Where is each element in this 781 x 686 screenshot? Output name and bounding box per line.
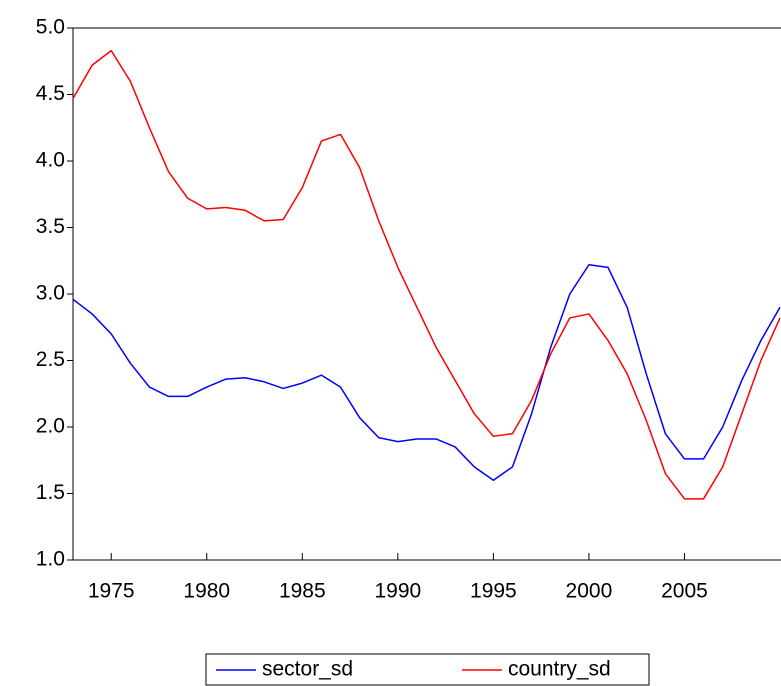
legend-label: country_sd — [508, 658, 611, 681]
y-tick-label: 3.5 — [36, 215, 65, 238]
x-tick-label: 1995 — [470, 580, 517, 603]
y-tick-label: 4.0 — [36, 149, 65, 172]
x-tick-label: 1975 — [88, 580, 135, 603]
y-tick-label: 1.0 — [36, 548, 65, 571]
x-tick-label: 2000 — [566, 580, 613, 603]
x-tick-label: 1985 — [279, 580, 326, 603]
series-line — [72, 263, 781, 481]
y-tick-label: 2.0 — [36, 415, 65, 438]
legend-label: sector_sd — [262, 658, 353, 681]
x-tick-label: 1980 — [183, 580, 230, 603]
y-tick-label: 3.0 — [36, 282, 65, 305]
series-line — [72, 49, 781, 500]
y-tick-label: 2.5 — [36, 348, 65, 371]
x-tick-label: 1990 — [374, 580, 421, 603]
legend-box — [205, 653, 650, 686]
y-tick-label: 4.5 — [36, 82, 65, 105]
y-tick-label: 1.5 — [36, 481, 65, 504]
x-tick-label: 2005 — [661, 580, 708, 603]
y-tick-label: 5.0 — [36, 16, 65, 39]
plot-frame — [72, 27, 781, 561]
